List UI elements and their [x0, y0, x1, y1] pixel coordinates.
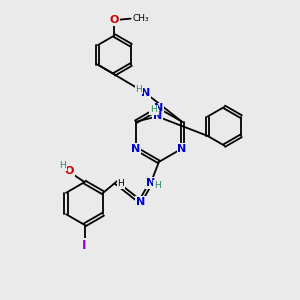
- Text: N: N: [154, 103, 164, 113]
- Text: N: N: [136, 197, 145, 207]
- Text: CH₃: CH₃: [132, 14, 149, 23]
- Text: I: I: [82, 239, 87, 252]
- Text: H: H: [59, 161, 66, 170]
- Text: N: N: [152, 111, 162, 122]
- Text: O: O: [64, 166, 74, 176]
- Text: H: H: [135, 85, 142, 94]
- Text: H: H: [118, 179, 124, 188]
- Text: N: N: [141, 88, 150, 98]
- Text: N: N: [146, 178, 155, 188]
- Text: N: N: [131, 143, 140, 154]
- Text: H: H: [154, 181, 160, 190]
- Text: O: O: [110, 15, 119, 25]
- Text: H: H: [150, 105, 157, 114]
- Text: N: N: [178, 143, 187, 154]
